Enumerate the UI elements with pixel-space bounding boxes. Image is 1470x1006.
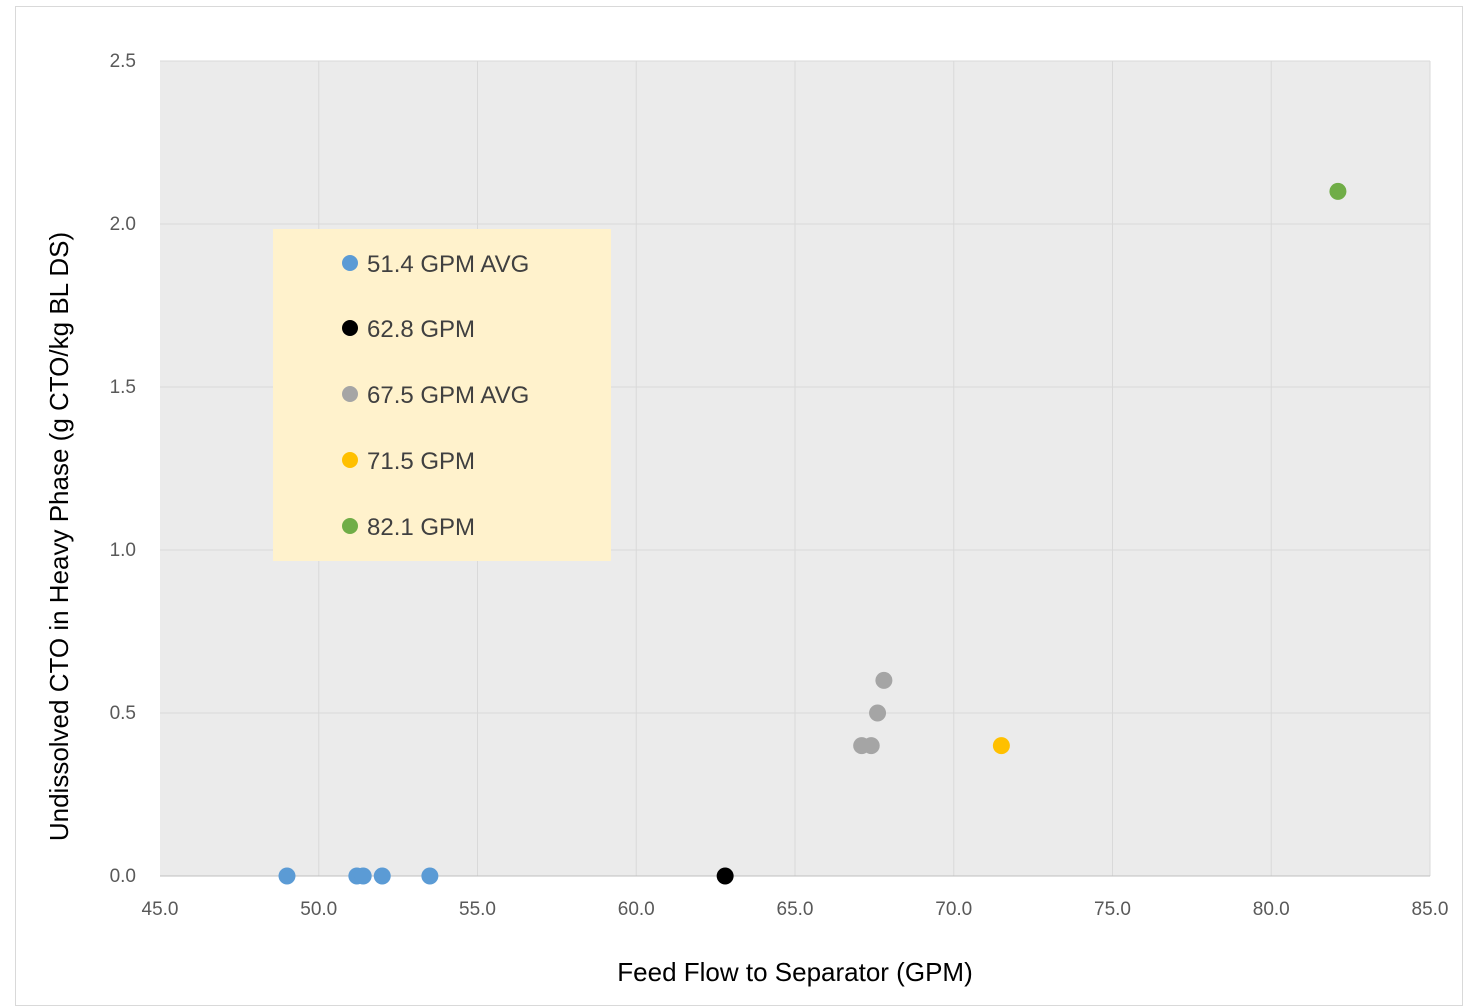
x-tick-label: 50.0 [300, 899, 337, 920]
x-tick-label: 65.0 [777, 899, 814, 920]
data-point-series-4 [1329, 182, 1347, 200]
data-point-series-1 [716, 867, 734, 885]
legend-label: 71.5 GPM [367, 448, 475, 475]
x-tick-label: 85.0 [1412, 899, 1449, 920]
legend-marker [342, 255, 358, 271]
data-point-series-0 [278, 867, 296, 885]
y-tick-label: 0.5 [110, 703, 136, 724]
legend: 51.4 GPM AVG 62.8 GPM 67.5 GPM AVG 71.5 GPM… [273, 229, 611, 561]
legend-marker [342, 452, 358, 468]
y-tick-label: 2.5 [110, 51, 136, 72]
data-point-series-2 [869, 704, 887, 722]
y-axis-title: Undissolved CTO in Heavy Phase (g CTO/kg… [44, 232, 74, 841]
x-axis-title: Feed Flow to Separator (GPM) [617, 957, 972, 987]
legend-marker [342, 386, 358, 402]
x-tick-label: 75.0 [1094, 899, 1131, 920]
x-tick-label: 80.0 [1253, 899, 1290, 920]
data-point-series-3 [992, 737, 1010, 755]
y-tick-label: 2.0 [110, 214, 136, 235]
data-point-series-0 [373, 867, 391, 885]
legend-label: 51.4 GPM AVG [367, 251, 529, 278]
legend-marker [342, 518, 358, 534]
data-points [278, 182, 1347, 885]
y-tick-label: 1.0 [110, 540, 136, 561]
data-point-series-0 [354, 867, 372, 885]
data-point-series-2 [862, 737, 880, 755]
data-point-series-2 [875, 671, 893, 689]
legend-label: 67.5 GPM AVG [367, 382, 529, 409]
y-tick-label: 0.0 [110, 866, 136, 887]
x-tick-label: 55.0 [459, 899, 496, 920]
legend-marker [342, 320, 358, 336]
y-tick-label: 1.5 [110, 377, 136, 398]
legend-label: 82.1 GPM [367, 514, 475, 541]
x-tick-label: 60.0 [618, 899, 655, 920]
x-tick-label: 70.0 [935, 899, 972, 920]
x-tick-label: 45.0 [142, 899, 179, 920]
data-point-series-0 [421, 867, 439, 885]
legend-box [273, 229, 611, 561]
legend-label: 62.8 GPM [367, 316, 475, 343]
x-axis-ticks: 45.0 50.0 55.0 60.0 65.0 70.0 75.0 80.0 85.0 [142, 899, 1449, 920]
y-axis-ticks: 0.0 0.5 1.0 1.5 2.0 2.5 [110, 51, 136, 887]
